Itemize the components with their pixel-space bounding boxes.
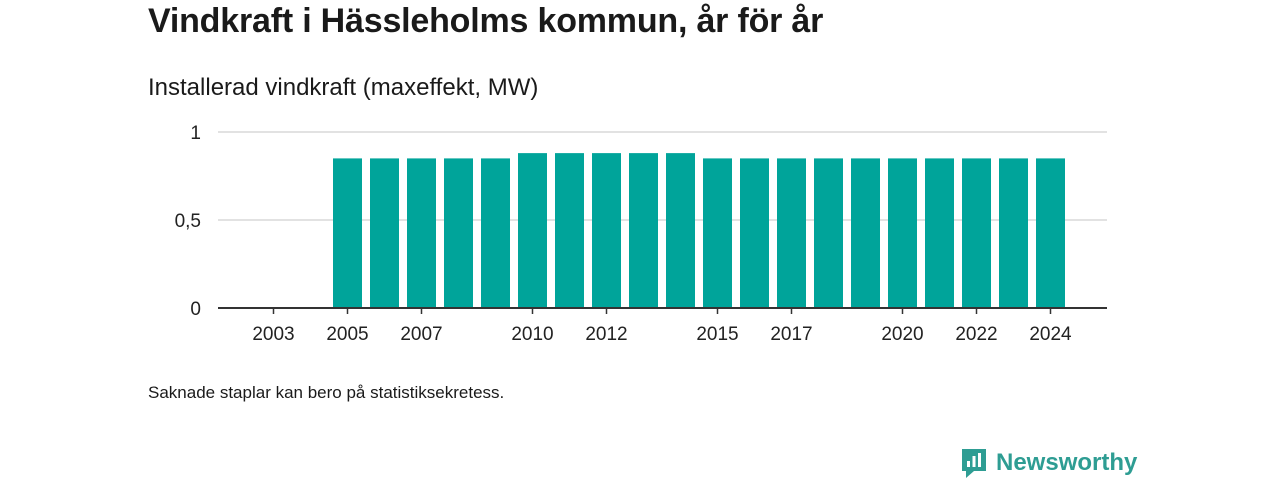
bar-2005 — [333, 158, 362, 308]
bar-2024 — [1036, 158, 1065, 308]
bar-2013 — [629, 153, 658, 308]
x-tick-label: 2015 — [696, 324, 738, 345]
bar-2008 — [444, 158, 473, 308]
bar-2021 — [925, 158, 954, 308]
y-tick-label: 1 — [190, 123, 201, 144]
bar-2019 — [851, 158, 880, 308]
chart-subtitle: Installerad vindkraft (maxeffekt, MW) — [148, 74, 539, 101]
x-tick-label: 2005 — [326, 324, 368, 345]
bar-2007 — [407, 158, 436, 308]
x-tick-label: 2010 — [511, 324, 553, 345]
bar-2017 — [777, 158, 806, 308]
bar-2014 — [666, 153, 695, 308]
bar-2010 — [518, 153, 547, 308]
x-tick-label: 2012 — [585, 324, 627, 345]
bar-2020 — [888, 158, 917, 308]
bar-2012 — [592, 153, 621, 308]
x-tick-label: 2017 — [770, 324, 812, 345]
bar-2009 — [481, 158, 510, 308]
chart-title: Vindkraft i Hässleholms kommun, år för å… — [148, 2, 824, 40]
brand-name: Newsworthy — [996, 449, 1138, 476]
bar-2015 — [703, 158, 732, 308]
y-tick-label: 0 — [190, 299, 201, 320]
x-tick-label: 2022 — [955, 324, 997, 345]
bar-2011 — [555, 153, 584, 308]
axes: 0 0,5 1 2003 2005 2007 2010 2012 2015 2017 2020 202… — [175, 123, 1107, 345]
newsworthy-logo: Newsworthy — [960, 446, 1137, 480]
bar-chart: 0 0,5 1 2003 2005 2007 2010 2012 2015 2017 2020 202… — [175, 123, 1107, 345]
bar-2016 — [740, 158, 769, 308]
bar-2006 — [370, 158, 399, 308]
bar-2018 — [814, 158, 843, 308]
bar-2022 — [962, 158, 991, 308]
x-tick-label: 2003 — [252, 324, 294, 345]
x-tick-label: 2024 — [1029, 324, 1072, 345]
y-tick-label: 0,5 — [175, 211, 201, 232]
footnote: Saknade staplar kan bero på statistiksek… — [148, 383, 505, 402]
bar-2023 — [999, 158, 1028, 308]
gridlines — [218, 131, 1107, 221]
x-tick-label: 2007 — [400, 324, 442, 345]
bars — [333, 153, 1065, 308]
x-tick-label: 2020 — [881, 324, 923, 345]
newsworthy-logo-icon — [962, 449, 986, 478]
